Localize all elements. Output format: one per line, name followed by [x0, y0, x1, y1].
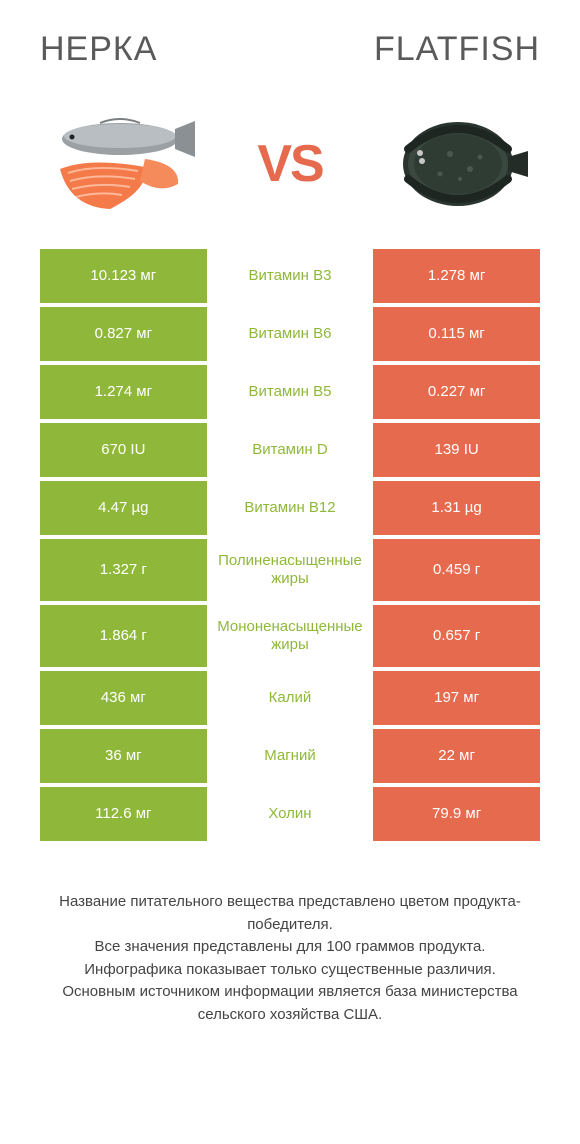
- table-row: 670 IUВитамин D139 IU: [40, 423, 540, 477]
- left-value-cell: 112.6 мг: [40, 787, 207, 841]
- left-value-cell: 4.47 µg: [40, 481, 207, 535]
- left-value-cell: 10.123 мг: [40, 249, 207, 303]
- right-value-cell: 22 мг: [373, 729, 540, 783]
- table-row: 36 мгМагний22 мг: [40, 729, 540, 783]
- footnote-text: Название питательного вещества представл…: [40, 891, 540, 1026]
- right-value-cell: 139 IU: [373, 423, 540, 477]
- table-row: 1.327 гПолиненасыщенные жиры0.459 г: [40, 539, 540, 601]
- table-row: 10.123 мгВитамин B31.278 мг: [40, 249, 540, 303]
- left-value-cell: 1.864 г: [40, 605, 207, 667]
- nutrient-name-cell: Калий: [207, 671, 374, 725]
- nutrient-name-cell: Витамин B3: [207, 249, 374, 303]
- table-row: 436 мгКалий197 мг: [40, 671, 540, 725]
- nutrient-name-cell: Полиненасыщенные жиры: [207, 539, 374, 601]
- infographic-container: НЕРКА FLATFISH VS: [0, 0, 580, 1144]
- table-row: 1.274 мгВитамин B50.227 мг: [40, 365, 540, 419]
- nutrient-name-cell: Холин: [207, 787, 374, 841]
- right-value-cell: 79.9 мг: [373, 787, 540, 841]
- right-value-cell: 0.459 г: [373, 539, 540, 601]
- left-food-title: НЕРКА: [40, 30, 157, 69]
- nutrient-name-cell: Витамин B6: [207, 307, 374, 361]
- vs-label: VS: [257, 134, 322, 194]
- right-value-cell: 1.278 мг: [373, 249, 540, 303]
- right-value-cell: 0.227 мг: [373, 365, 540, 419]
- right-food-title: FLATFISH: [374, 30, 540, 69]
- right-value-cell: 197 мг: [373, 671, 540, 725]
- left-value-cell: 36 мг: [40, 729, 207, 783]
- flatfish-icon: [380, 109, 530, 219]
- nutrient-name-cell: Витамин D: [207, 423, 374, 477]
- left-value-cell: 0.827 мг: [40, 307, 207, 361]
- right-value-cell: 1.31 µg: [373, 481, 540, 535]
- left-value-cell: 1.327 г: [40, 539, 207, 601]
- table-row: 0.827 мгВитамин B60.115 мг: [40, 307, 540, 361]
- header-row: НЕРКА FLATFISH: [40, 30, 540, 69]
- table-row: 1.864 гМононенасыщенные жиры0.657 г: [40, 605, 540, 667]
- salmon-icon: [50, 109, 200, 219]
- left-value-cell: 1.274 мг: [40, 365, 207, 419]
- right-value-cell: 0.115 мг: [373, 307, 540, 361]
- left-value-cell: 436 мг: [40, 671, 207, 725]
- nutrient-name-cell: Мононенасыщенные жиры: [207, 605, 374, 667]
- left-value-cell: 670 IU: [40, 423, 207, 477]
- table-row: 112.6 мгХолин79.9 мг: [40, 787, 540, 841]
- comparison-table: 10.123 мгВитамин B31.278 мг0.827 мгВитам…: [40, 249, 540, 841]
- nutrient-name-cell: Магний: [207, 729, 374, 783]
- nutrient-name-cell: Витамин B5: [207, 365, 374, 419]
- food-images-row: VS: [40, 109, 540, 219]
- right-value-cell: 0.657 г: [373, 605, 540, 667]
- nutrient-name-cell: Витамин B12: [207, 481, 374, 535]
- table-row: 4.47 µgВитамин B121.31 µg: [40, 481, 540, 535]
